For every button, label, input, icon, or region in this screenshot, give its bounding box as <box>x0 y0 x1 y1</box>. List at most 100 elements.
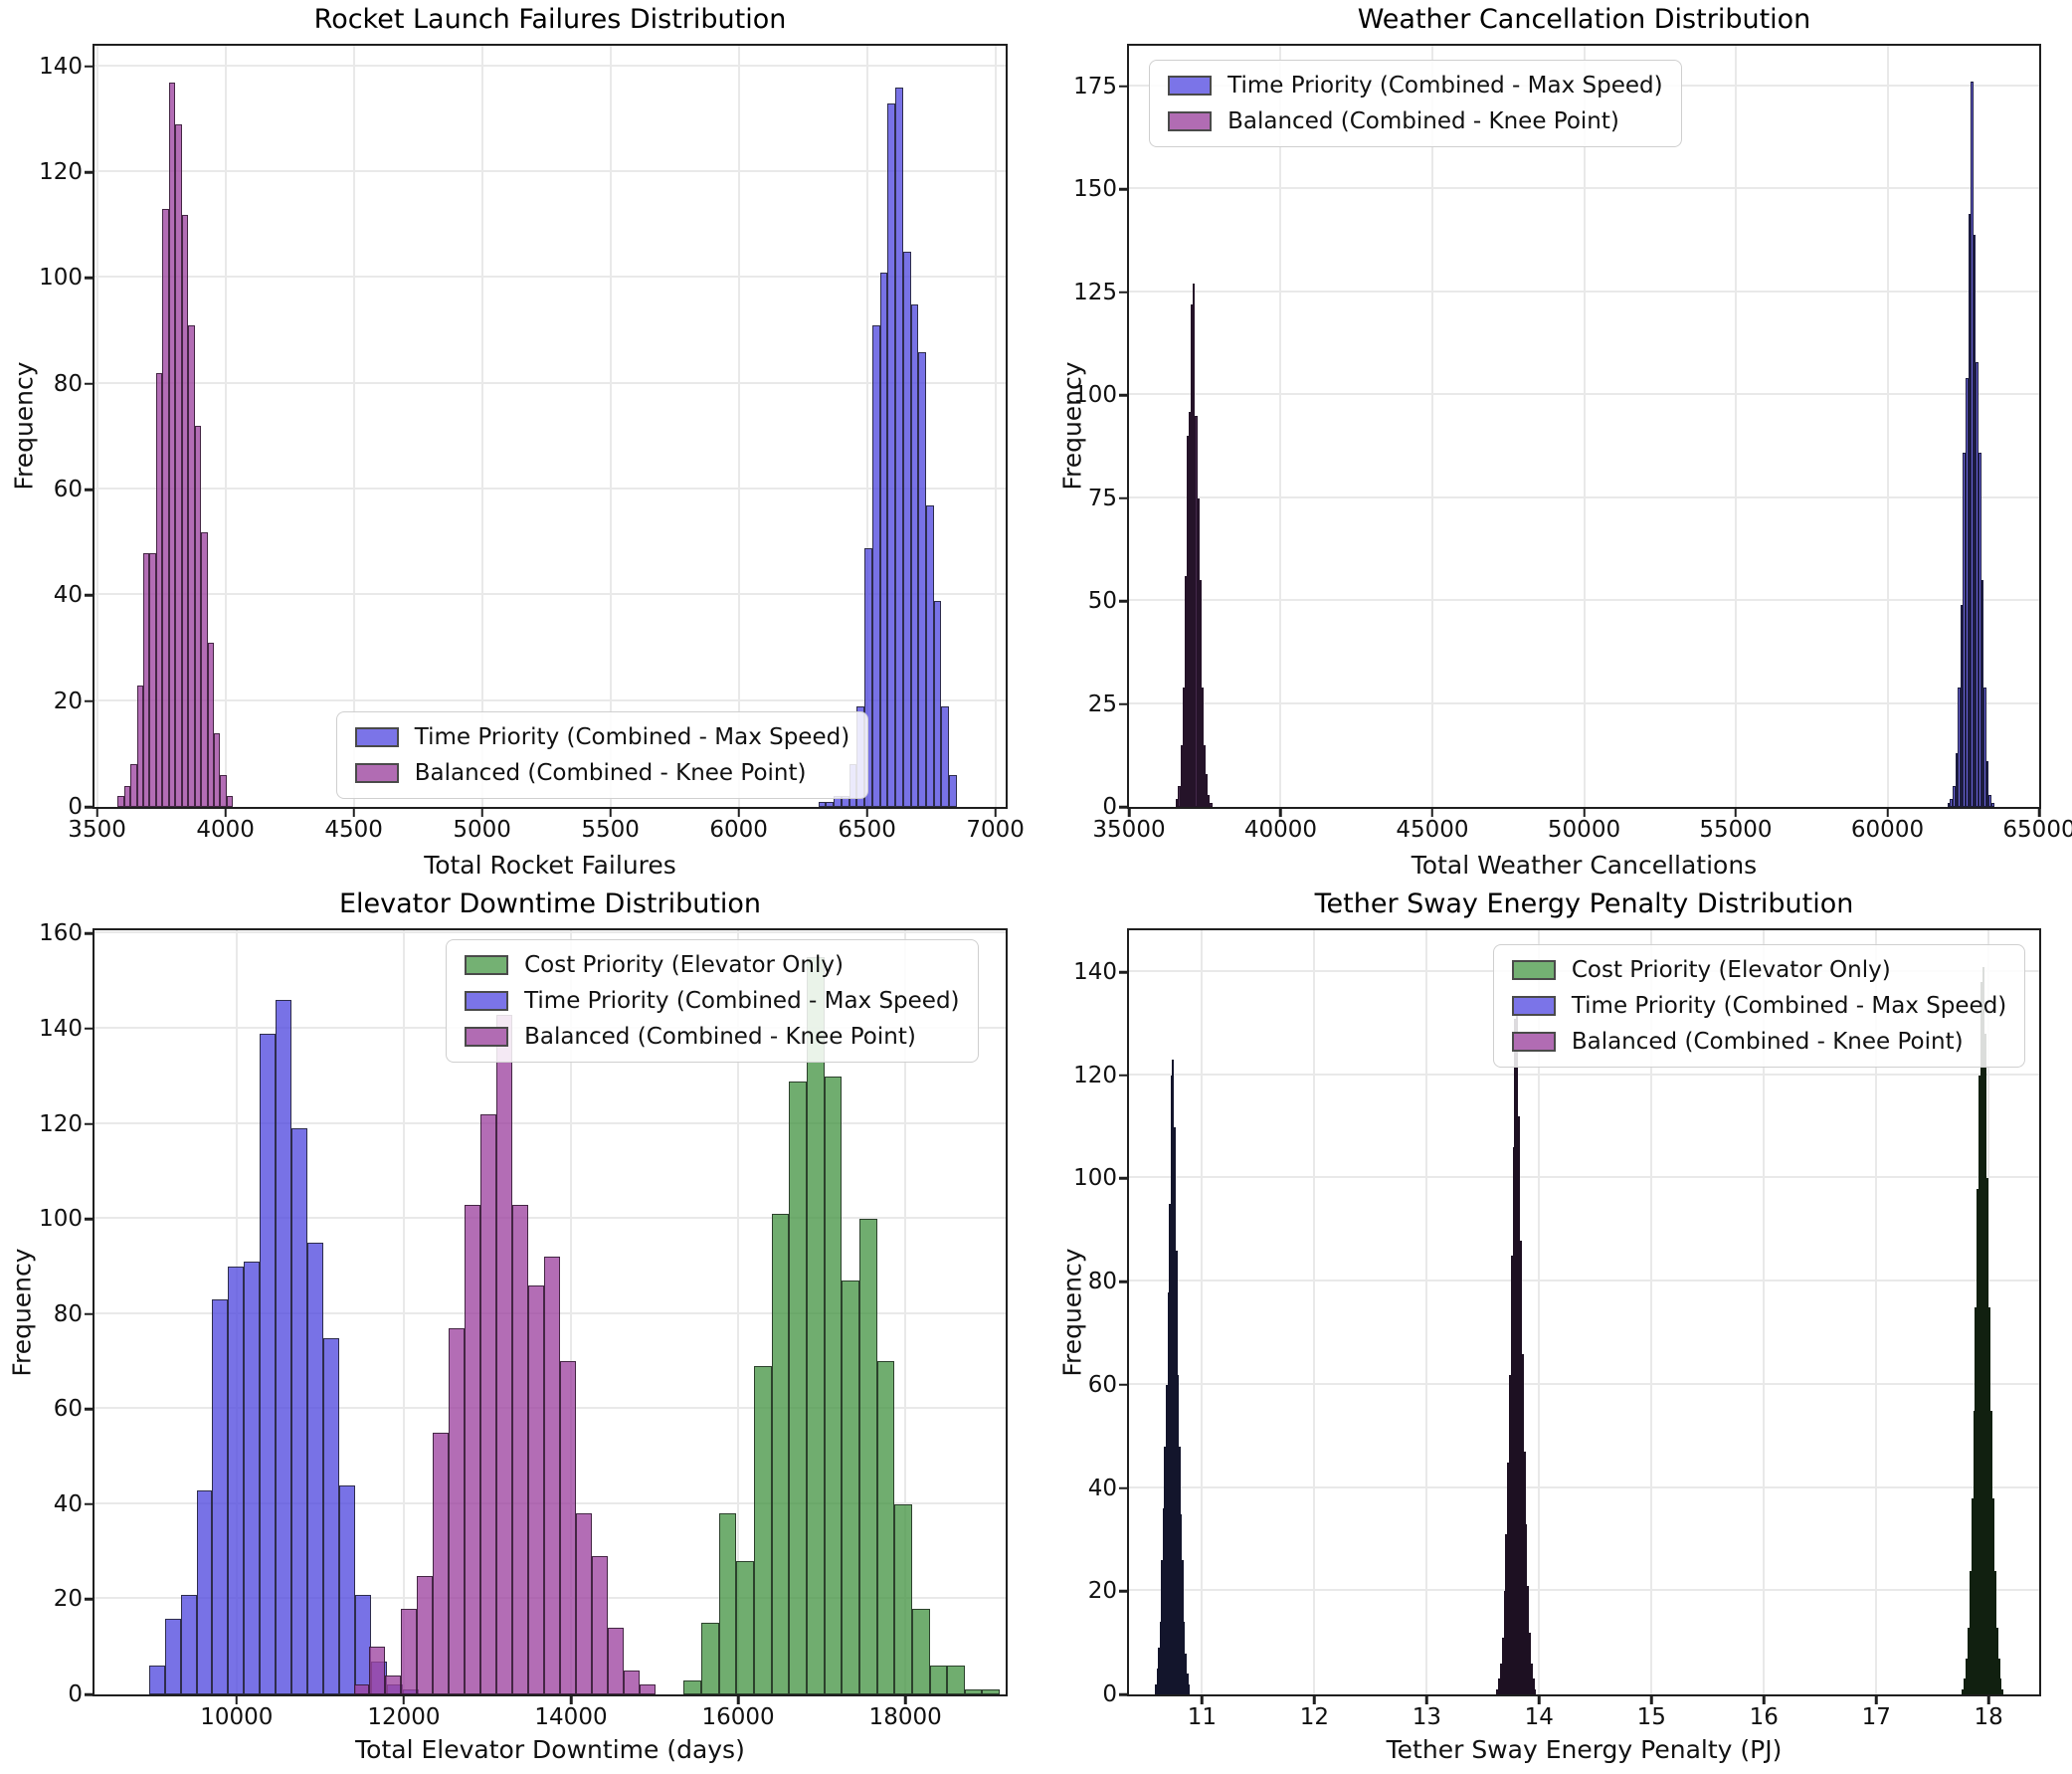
histogram-bar <box>623 1671 640 1694</box>
histogram-bar <box>1962 1688 1965 1694</box>
histogram-bar <box>806 957 825 1694</box>
histogram-bar <box>902 251 911 807</box>
histogram-bar <box>353 1684 370 1694</box>
y-tick-mark <box>1119 1590 1129 1593</box>
y-tick-label: 0 <box>68 1681 83 1707</box>
y-tick-mark <box>85 382 94 385</box>
legend-item: Cost Priority (Elevator Only) <box>465 952 959 978</box>
y-gridline <box>94 64 1006 67</box>
histogram-bar <box>718 1513 737 1694</box>
y-tick-mark <box>1119 187 1129 191</box>
x-tick-label: 18 <box>1974 1704 2003 1730</box>
x-tick-mark <box>1538 1694 1541 1704</box>
x-gridline <box>1763 930 1766 1694</box>
histogram-bar <box>1963 453 1967 807</box>
y-axis-label: Frequency <box>7 1248 37 1377</box>
histogram-bar <box>260 1033 277 1694</box>
x-tick-mark <box>480 807 483 817</box>
y-tick-mark <box>1119 599 1129 603</box>
histogram-bar <box>1991 1497 1994 1694</box>
histogram-bar <box>1188 1683 1191 1694</box>
y-tick-mark <box>1119 393 1129 397</box>
chart-title: Tether Sway Energy Penalty Distribution <box>1314 888 1854 919</box>
x-tick-mark <box>736 1694 740 1704</box>
x-tick-label: 15 <box>1636 1704 1666 1730</box>
x-gridline <box>904 930 907 1694</box>
x-tick-label: 6000 <box>709 817 768 843</box>
y-tick-label: 140 <box>1073 959 1117 985</box>
y-tick-label: 0 <box>1102 1681 1117 1707</box>
histogram-bar <box>1503 1591 1506 1694</box>
legend-label: Time Priority (Combined - Max Speed) <box>1571 992 2007 1019</box>
histogram-bar <box>1510 1256 1513 1694</box>
histogram-bar <box>941 706 950 807</box>
histogram-bar <box>1971 82 1974 807</box>
x-tick-mark <box>994 807 997 817</box>
y-tick-mark <box>1119 702 1129 705</box>
histogram-bar <box>2001 1688 2004 1694</box>
histogram-bar <box>162 209 169 807</box>
x-tick-mark <box>352 807 355 817</box>
y-tick-mark <box>85 1217 94 1221</box>
legend-swatch <box>1168 110 1213 131</box>
histogram-bar <box>1197 497 1200 807</box>
histogram-bar <box>1990 802 1994 807</box>
legend-label: Balanced (Combined - Knee Point) <box>1571 1028 1964 1055</box>
y-gridline <box>94 381 1006 384</box>
histogram-bar <box>1186 436 1190 807</box>
x-tick-label: 50000 <box>1547 817 1621 843</box>
histogram-bar <box>1162 1508 1165 1694</box>
histogram-bar <box>130 764 137 807</box>
legend-item: Balanced (Combined - Knee Point) <box>1168 108 1662 134</box>
y-tick-mark <box>1119 970 1129 974</box>
histogram-bar <box>1169 1204 1172 1694</box>
y-gridline <box>1129 1280 2039 1282</box>
y-tick-mark <box>85 594 94 597</box>
histogram-bar <box>1193 284 1196 807</box>
histogram-bar <box>1158 1648 1161 1694</box>
chart-title: Rocket Launch Failures Distribution <box>313 4 787 35</box>
histogram-bar <box>1530 1663 1533 1694</box>
chart-title: Weather Cancellation Distribution <box>1357 4 1811 35</box>
x-gridline <box>1650 930 1653 1694</box>
y-gridline <box>94 931 1006 934</box>
legend-label: Time Priority (Combined - Max Speed) <box>414 724 850 751</box>
x-axis-label: Total Elevator Downtime (days) <box>355 1735 745 1764</box>
x-gridline <box>737 46 740 807</box>
legend-label: Balanced (Combined - Knee Point) <box>414 760 807 787</box>
y-tick-label: 160 <box>39 920 83 947</box>
histogram-bar <box>1969 1570 1972 1694</box>
histogram-bar <box>1989 1410 1992 1694</box>
histogram-bar <box>910 303 919 807</box>
histogram-bar <box>1955 753 1959 807</box>
y-axis-label: Frequency <box>1057 1248 1087 1377</box>
histogram-bar <box>181 214 189 807</box>
histogram-bar <box>879 273 888 807</box>
histogram-bar <box>1177 1374 1180 1694</box>
histogram-bar <box>1156 1669 1159 1694</box>
histogram-bar <box>1507 1462 1510 1694</box>
legend-item: Balanced (Combined - Knee Point) <box>1511 1028 2006 1055</box>
y-tick-mark <box>1119 1383 1129 1387</box>
y-tick-mark <box>85 488 94 492</box>
histogram-bar <box>1204 744 1207 807</box>
y-tick-mark <box>85 932 94 935</box>
x-tick-label: 45000 <box>1396 817 1469 843</box>
histogram-bar <box>512 1204 529 1694</box>
legend-swatch <box>1168 75 1213 96</box>
histogram-bar <box>1191 303 1194 807</box>
histogram-bar <box>465 1204 481 1694</box>
histogram-bar <box>1195 415 1198 807</box>
histogram-bar <box>876 1361 895 1694</box>
y-tick-label: 150 <box>1073 176 1117 203</box>
histogram-bar <box>964 1689 983 1694</box>
histogram-bar <box>824 1076 843 1694</box>
x-tick-mark <box>865 807 868 817</box>
histogram-bar <box>194 426 202 807</box>
histogram-bar <box>789 1081 807 1694</box>
y-tick-mark <box>85 1312 94 1315</box>
histogram-bar <box>929 1666 948 1694</box>
histogram-bar <box>1521 1353 1524 1694</box>
y-tick-mark <box>1119 85 1129 88</box>
y-tick-mark <box>85 699 94 702</box>
